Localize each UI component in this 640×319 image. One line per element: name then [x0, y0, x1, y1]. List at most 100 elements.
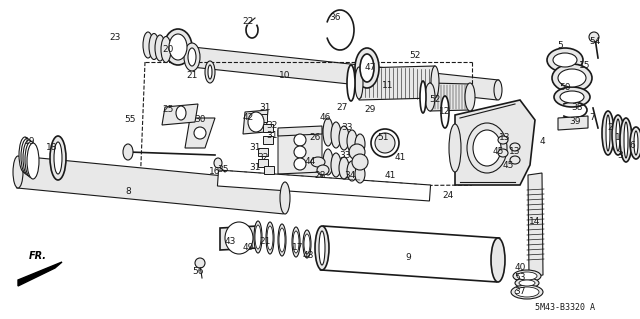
Ellipse shape [188, 47, 196, 67]
Text: 5M43-B3320 A: 5M43-B3320 A [535, 303, 595, 313]
Ellipse shape [634, 131, 638, 155]
Ellipse shape [494, 80, 502, 100]
Ellipse shape [355, 165, 365, 183]
Polygon shape [218, 170, 431, 201]
Text: 13: 13 [499, 133, 511, 143]
Ellipse shape [21, 138, 33, 174]
Text: 38: 38 [572, 103, 583, 113]
Polygon shape [263, 136, 273, 144]
Ellipse shape [612, 115, 624, 155]
Text: 52: 52 [429, 95, 441, 105]
Text: 33: 33 [339, 151, 351, 160]
Ellipse shape [303, 230, 311, 258]
Ellipse shape [319, 231, 325, 265]
Text: 2: 2 [607, 123, 613, 132]
Polygon shape [162, 104, 198, 125]
Text: 30: 30 [195, 115, 205, 124]
Ellipse shape [292, 227, 300, 257]
Ellipse shape [195, 258, 205, 268]
Ellipse shape [513, 270, 541, 282]
Ellipse shape [266, 222, 274, 254]
Text: 6: 6 [629, 140, 635, 150]
Text: 4: 4 [539, 137, 545, 146]
Ellipse shape [293, 231, 299, 253]
Ellipse shape [560, 91, 584, 103]
Ellipse shape [254, 221, 262, 253]
Ellipse shape [317, 165, 329, 175]
Ellipse shape [304, 234, 310, 254]
Text: 31: 31 [259, 103, 271, 113]
Ellipse shape [311, 157, 325, 167]
Text: 14: 14 [529, 218, 541, 226]
Text: 24: 24 [442, 190, 454, 199]
Polygon shape [278, 126, 322, 136]
Text: 49: 49 [243, 243, 253, 253]
Ellipse shape [278, 224, 286, 256]
Text: 34: 34 [344, 170, 356, 180]
Text: 31: 31 [249, 144, 260, 152]
Text: 48: 48 [302, 250, 314, 259]
Text: 23: 23 [109, 33, 121, 42]
Text: 7: 7 [589, 114, 595, 122]
Ellipse shape [294, 158, 306, 170]
Text: 56: 56 [192, 268, 204, 277]
Text: 32: 32 [257, 153, 269, 162]
Ellipse shape [267, 226, 273, 250]
Text: 16: 16 [209, 167, 221, 176]
Polygon shape [278, 128, 322, 180]
Text: 25: 25 [163, 106, 173, 115]
Ellipse shape [630, 127, 640, 159]
Polygon shape [17, 156, 287, 214]
Ellipse shape [339, 126, 349, 150]
Text: 27: 27 [336, 103, 348, 113]
Text: 46: 46 [319, 114, 331, 122]
Ellipse shape [205, 61, 215, 83]
Ellipse shape [441, 96, 449, 128]
Text: 9: 9 [405, 254, 411, 263]
Text: 47: 47 [364, 63, 376, 72]
Ellipse shape [225, 222, 253, 254]
Text: 29: 29 [364, 106, 376, 115]
Ellipse shape [184, 43, 200, 71]
Ellipse shape [510, 156, 520, 164]
Text: 3: 3 [617, 151, 623, 160]
Text: 31: 31 [249, 164, 260, 173]
Ellipse shape [25, 142, 37, 177]
Text: 45: 45 [492, 147, 504, 157]
Ellipse shape [248, 112, 264, 132]
Text: 42: 42 [243, 114, 253, 122]
Ellipse shape [552, 64, 592, 92]
Polygon shape [264, 166, 274, 174]
Text: 5: 5 [557, 41, 563, 49]
Text: 53: 53 [515, 273, 525, 283]
Ellipse shape [371, 129, 399, 157]
Ellipse shape [176, 106, 186, 120]
Text: 54: 54 [589, 38, 601, 47]
Ellipse shape [255, 225, 261, 249]
Ellipse shape [467, 123, 507, 173]
Ellipse shape [208, 65, 212, 79]
Ellipse shape [515, 278, 539, 288]
Ellipse shape [355, 134, 365, 154]
Ellipse shape [194, 127, 206, 139]
Ellipse shape [143, 32, 153, 58]
Ellipse shape [431, 66, 439, 98]
Ellipse shape [491, 238, 505, 282]
Text: 44: 44 [305, 158, 316, 167]
Text: 33: 33 [341, 123, 353, 132]
Polygon shape [220, 226, 258, 250]
Polygon shape [528, 173, 543, 277]
Ellipse shape [547, 48, 583, 72]
Polygon shape [278, 172, 322, 184]
Text: 41: 41 [384, 170, 396, 180]
Ellipse shape [510, 143, 520, 151]
Ellipse shape [355, 48, 379, 88]
Ellipse shape [347, 65, 355, 101]
Ellipse shape [553, 53, 577, 67]
Ellipse shape [347, 130, 357, 152]
Polygon shape [185, 118, 215, 148]
Ellipse shape [347, 161, 357, 181]
Text: 17: 17 [292, 243, 304, 253]
Ellipse shape [606, 115, 610, 151]
Text: 55: 55 [124, 115, 136, 124]
